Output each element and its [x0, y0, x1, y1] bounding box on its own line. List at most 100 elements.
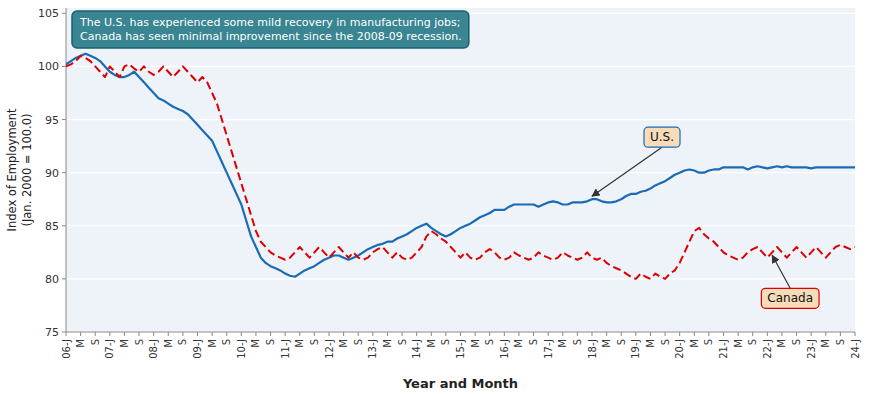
tick-mark [635, 332, 636, 336]
tick-mark [62, 13, 66, 14]
annotation: The U.S. has experienced some mild recov… [72, 11, 469, 48]
label-arrow [592, 147, 662, 196]
tick-label: 08-J [148, 339, 159, 359]
tick-mark [270, 332, 271, 336]
y-axis: 7580859095100105 [38, 7, 855, 339]
tick-label: S [397, 339, 408, 345]
tick-label: S [309, 339, 320, 345]
tick-mark [738, 332, 739, 336]
tick-mark [562, 332, 563, 336]
y-axis-line [66, 8, 67, 332]
tick-label: 09-J [192, 339, 203, 359]
tick-label: S [221, 339, 232, 345]
lines [66, 54, 855, 279]
tick-mark [475, 332, 476, 336]
tick-mark [796, 332, 797, 336]
tick-label: 16-J [499, 339, 510, 359]
tick-mark [358, 332, 359, 336]
tick-mark [168, 332, 169, 336]
tick-label: 75 [45, 326, 59, 339]
tick-label: 21-J [718, 339, 729, 359]
tick-mark [62, 278, 66, 279]
annotation-text: The U.S. has experienced some mild recov… [79, 16, 462, 43]
tick-mark [387, 332, 388, 336]
tick-label: M [776, 339, 787, 348]
tick-label: 23-J [806, 339, 817, 359]
grid-line [66, 225, 855, 226]
tick-label: S [265, 339, 276, 345]
tick-mark [80, 332, 81, 336]
tick-label: 14-J [411, 339, 422, 359]
tick-mark [855, 332, 856, 336]
tick-mark [285, 332, 286, 336]
tick-mark [372, 332, 373, 336]
series-label: U.S. [592, 127, 680, 196]
tick-label: 24-J [850, 339, 861, 359]
tick-label: 90 [45, 167, 59, 180]
tick-label: S [616, 339, 627, 345]
tick-label: 11-J [280, 339, 291, 359]
tick-mark [650, 332, 651, 336]
tick-label: S [528, 339, 539, 345]
tick-label: M [338, 339, 349, 348]
tick-label: 19-J [630, 339, 641, 359]
tick-mark [109, 332, 110, 336]
series-label-text: Canada [767, 291, 813, 305]
tick-mark [533, 332, 534, 336]
tick-label: 22-J [762, 339, 773, 359]
tick-label: 95 [45, 114, 59, 127]
y-axis-label: Index of Employment(Jan. 2000 = 100.0) [5, 108, 34, 231]
tick-label: 10-J [236, 339, 247, 359]
tick-label: 15-J [455, 339, 466, 359]
tick-label: S [484, 339, 495, 345]
tick-mark [665, 332, 666, 336]
tick-label: M [733, 339, 744, 348]
label-arrow [772, 255, 790, 288]
tick-mark [62, 66, 66, 67]
tick-label: 13-J [367, 339, 378, 359]
x-axis: 06-JMS07-JMS08-JMS09-JMS10-JMS11-JMS12-J… [61, 332, 861, 359]
tick-mark [781, 332, 782, 336]
tick-label: 17-J [543, 339, 554, 359]
tick-mark [402, 332, 403, 336]
tick-label: M [645, 339, 656, 348]
tick-mark [548, 332, 549, 336]
series-label: Canada [761, 255, 819, 308]
tick-label: M [207, 339, 218, 348]
tick-label: M [689, 339, 700, 348]
tick-mark [241, 332, 242, 336]
tick-label: M [163, 339, 174, 348]
chart: 758085909510010506-JMS07-JMS08-JMS09-JMS… [0, 0, 869, 394]
tick-label: 100 [38, 60, 59, 73]
tick-mark [124, 332, 125, 336]
tick-label: M [601, 339, 612, 348]
tick-mark [66, 332, 67, 336]
tick-mark [255, 332, 256, 336]
tick-label: S [572, 339, 583, 345]
tick-label: S [703, 339, 714, 345]
tick-label: 85 [45, 220, 59, 233]
tick-mark [606, 332, 607, 336]
tick-label: S [90, 339, 101, 345]
tick-mark [153, 332, 154, 336]
grid-line [66, 278, 855, 279]
tick-mark [518, 332, 519, 336]
tick-mark [431, 332, 432, 336]
tick-label: 80 [45, 273, 59, 286]
tick-mark [621, 332, 622, 336]
tick-label: M [513, 339, 524, 348]
tick-label: S [747, 339, 758, 345]
tick-label: S [835, 339, 846, 345]
tick-mark [416, 332, 417, 336]
tick-mark [314, 332, 315, 336]
tick-label: S [177, 339, 188, 345]
grid-line [66, 172, 855, 173]
tick-label: S [353, 339, 364, 345]
tick-label: 06-J [61, 339, 72, 359]
tick-label: S [440, 339, 451, 345]
tick-label: 18-J [587, 339, 598, 359]
tick-mark [489, 332, 490, 336]
tick-label: M [294, 339, 305, 348]
tick-mark [694, 332, 695, 336]
tick-label: 12-J [324, 339, 335, 359]
